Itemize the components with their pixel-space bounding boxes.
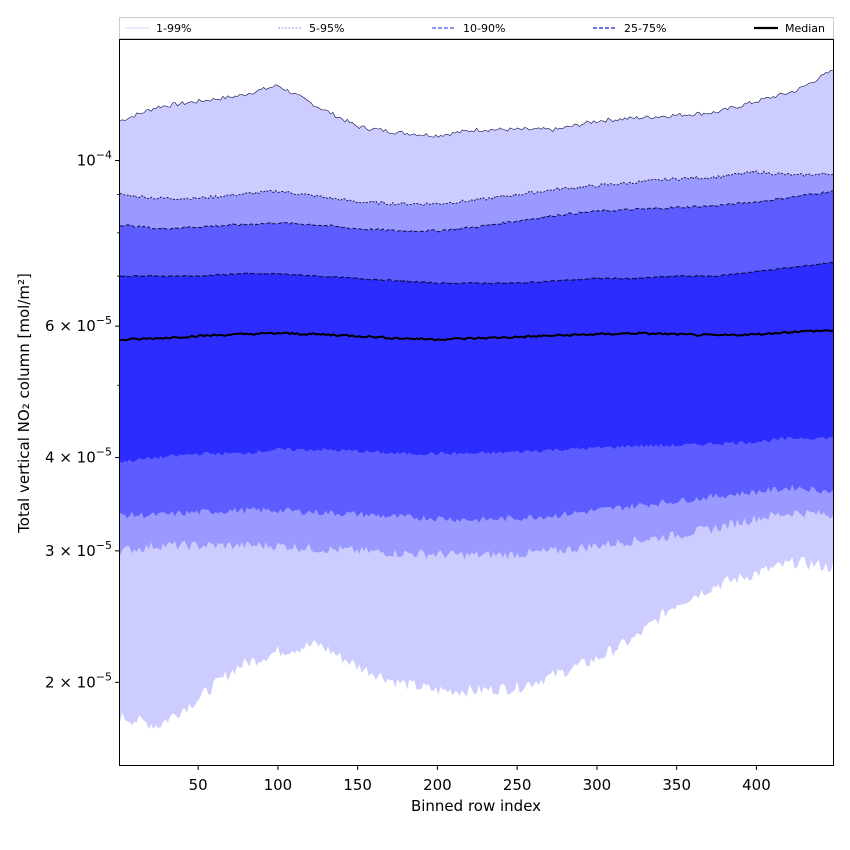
x-tick-label: 250: [503, 776, 532, 794]
x-tick-label: 100: [264, 776, 293, 794]
y-tick-label: 2 × 10−5: [45, 670, 112, 691]
x-tick-label: 50: [189, 776, 208, 794]
legend-label: Median: [785, 22, 825, 35]
x-tick-label: 200: [423, 776, 452, 794]
band-upper-edge-10-90%: [120, 190, 833, 233]
y-axis: 10−4 6 × 10−5 4 × 10−5 3 × 10−5 2 × 10−5: [45, 148, 120, 691]
x-axis: 50 100 150 200 250 300 350 400: [189, 765, 771, 794]
band-upper-edge-1-99%: [120, 69, 833, 138]
legend-label: 25-75%: [624, 22, 666, 35]
x-tick-label: 400: [742, 776, 771, 794]
band-25-75%: [120, 262, 833, 463]
band-upper-edge-25-75%: [120, 261, 833, 285]
band-upper-edge-5-95%: [120, 170, 833, 206]
x-axis-label: Binned row index: [411, 797, 541, 815]
legend-box: [119, 17, 834, 39]
y-tick-label: 10−4: [77, 148, 112, 169]
x-tick-label: 150: [343, 776, 372, 794]
legend-label: 1-99%: [156, 22, 191, 35]
x-tick-label: 350: [662, 776, 691, 794]
plot-frame: [119, 39, 834, 766]
y-tick-label: 3 × 10−5: [45, 539, 112, 560]
x-tick-label: 300: [583, 776, 612, 794]
plot-area: [120, 69, 833, 729]
y-tick-label: 6 × 10−5: [45, 314, 112, 335]
legend: 1-99% 5-95% 10-90% 25-75% Median: [119, 17, 834, 39]
legend-label: 5-95%: [309, 22, 344, 35]
y-tick-label: 4 × 10−5: [45, 446, 112, 467]
y-axis-label: Total vertical NO₂ column [mol/m²]: [15, 273, 33, 534]
legend-label: 10-90%: [463, 22, 505, 35]
median-line: [120, 329, 833, 342]
